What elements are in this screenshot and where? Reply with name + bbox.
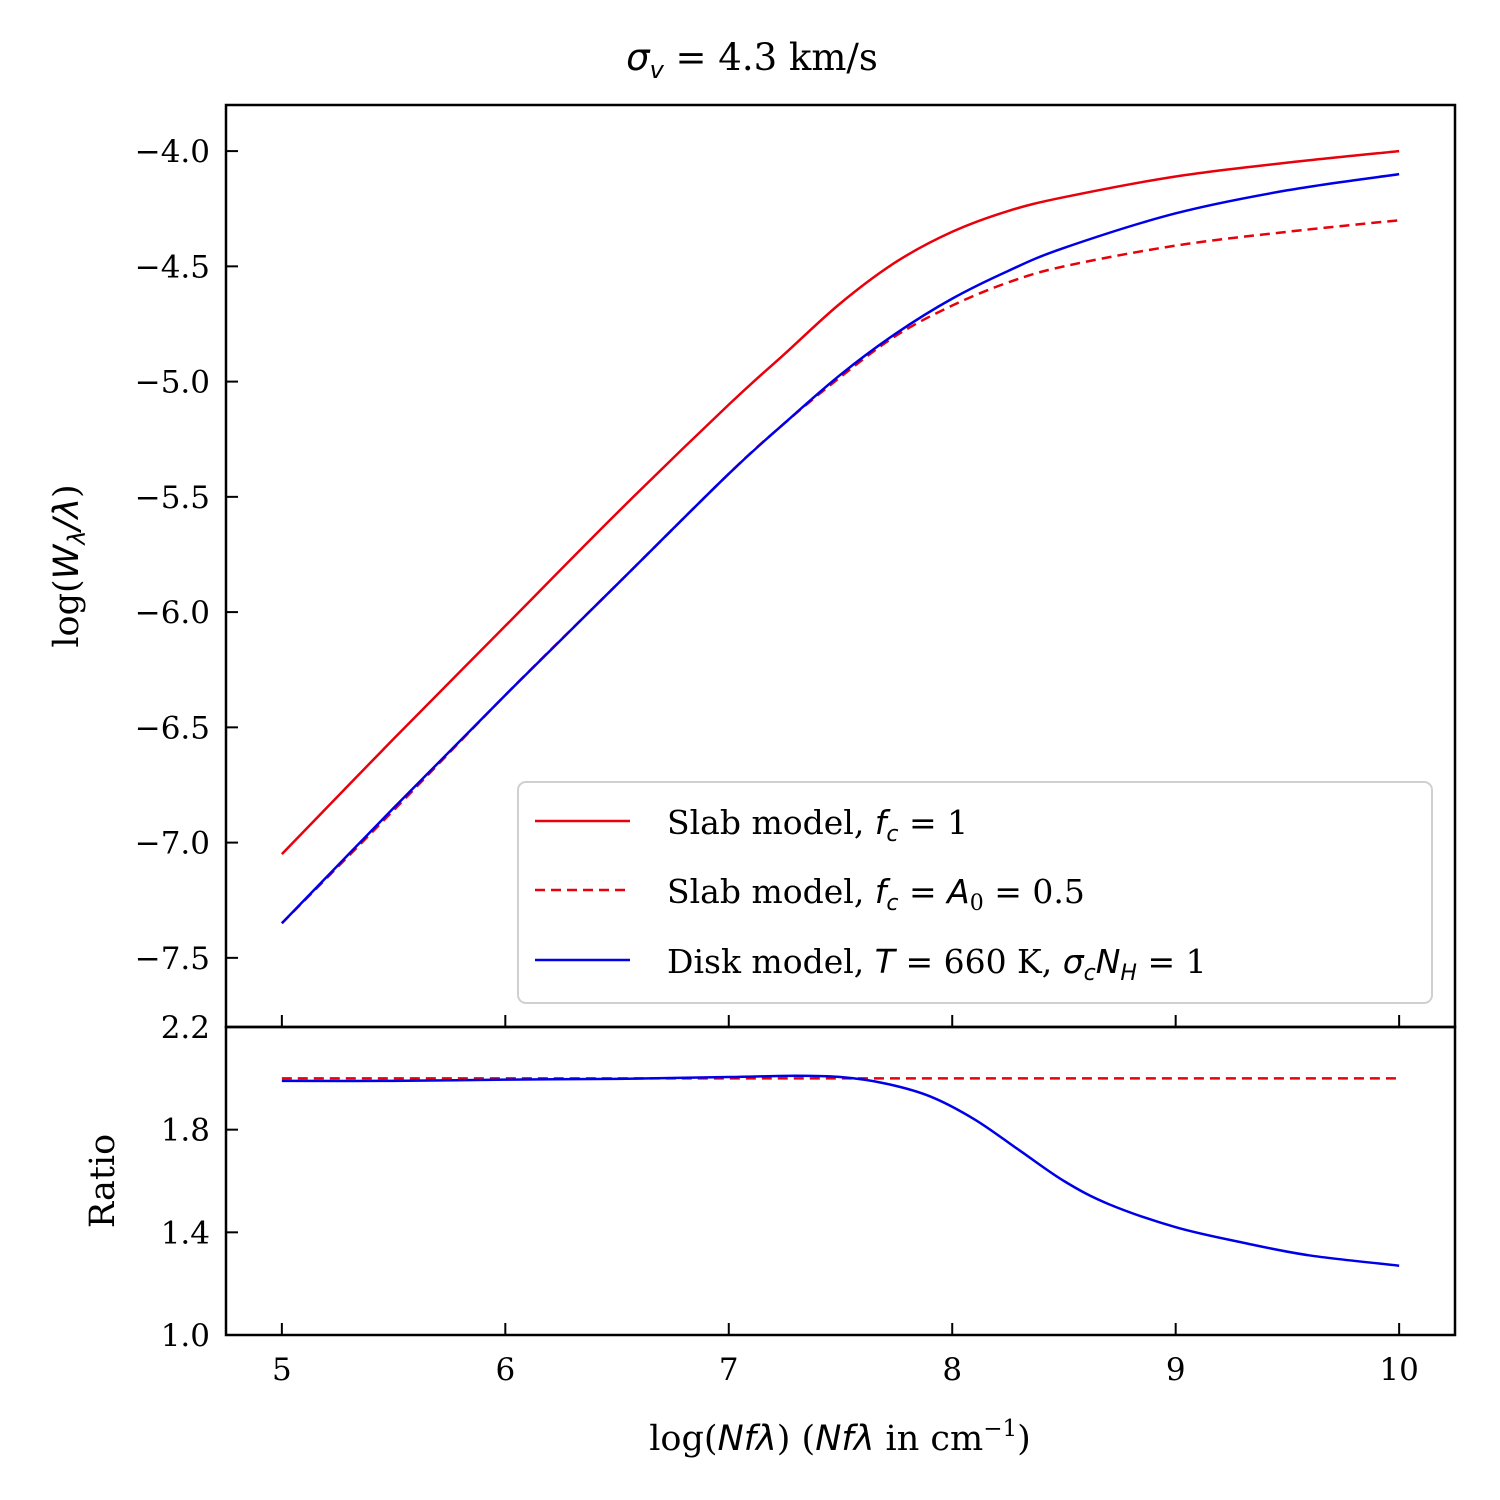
bottom-y-tick-label: 2.2 (161, 1010, 210, 1046)
legend: Slab model, fc = 1 Slab model, fc = A0 =… (517, 781, 1433, 1004)
bottom-y-axis-label: Ratio (83, 1134, 123, 1228)
bottom-panel: 5 6 7 8 9 10 1.0 1.4 1.8 2.2 Ratio log(Nfλ) (Nfλ … (83, 1010, 1457, 1459)
top-y-tick-label: −7.5 (135, 941, 210, 977)
top-ticks: −4.0 −4.5 −5.0 −5.5 −6.0 −6.5 −7.0 −7.5 (135, 134, 1401, 1027)
legend-label-disk: Disk model, T = 660 K, σcNH = 1 (667, 942, 1207, 986)
bottom-series-line-1 (281, 1074, 1400, 1267)
top-y-tick-label: −4.5 (135, 249, 210, 285)
chart-title: σv = 4.3 km/s (626, 36, 878, 84)
bottom-series (281, 1074, 1400, 1267)
x-axis-label: log(Nfλ) (Nfλ in cm−1) (649, 1416, 1031, 1459)
top-series-line-0 (280, 149, 1400, 855)
top-series (280, 149, 1400, 925)
top-y-tick-label: −7.0 (135, 826, 210, 862)
bottom-ticks: 5 6 7 8 9 10 1.0 1.4 1.8 2.2 (161, 1010, 1419, 1388)
top-y-tick-label: −5.5 (135, 480, 210, 516)
top-panel: −4.0 −4.5 −5.0 −5.5 −6.0 −6.5 −7.0 −7.5 log(Wλ/… (47, 103, 1457, 1029)
x-tick-label: 10 (1379, 1352, 1418, 1388)
top-series-line-2 (280, 172, 1400, 925)
bottom-y-tick-label: 1.0 (161, 1318, 210, 1354)
legend-frame (517, 781, 1433, 1004)
top-y-tick-label: −6.5 (135, 710, 210, 746)
x-tick-label: 5 (272, 1352, 292, 1388)
bottom-y-tick-label: 1.4 (161, 1215, 210, 1251)
x-tick-label: 7 (719, 1352, 739, 1388)
bottom-y-tick-label: 1.8 (161, 1113, 210, 1149)
legend-label-slab-fc05: Slab model, fc = A0 = 0.5 (667, 872, 1085, 916)
x-tick-label: 9 (1166, 1352, 1186, 1388)
legend-label-slab-fc1: Slab model, fc = 1 (667, 803, 968, 847)
top-y-tick-label: −5.0 (135, 365, 210, 401)
x-tick-label: 8 (942, 1352, 962, 1388)
bottom-axes-frame (224, 1025, 1457, 1337)
top-y-axis-label: log(Wλ/λ) (47, 484, 91, 647)
top-y-tick-label: −6.0 (135, 595, 210, 631)
x-tick-label: 6 (495, 1352, 515, 1388)
top-y-tick-label: −4.0 (135, 134, 210, 170)
